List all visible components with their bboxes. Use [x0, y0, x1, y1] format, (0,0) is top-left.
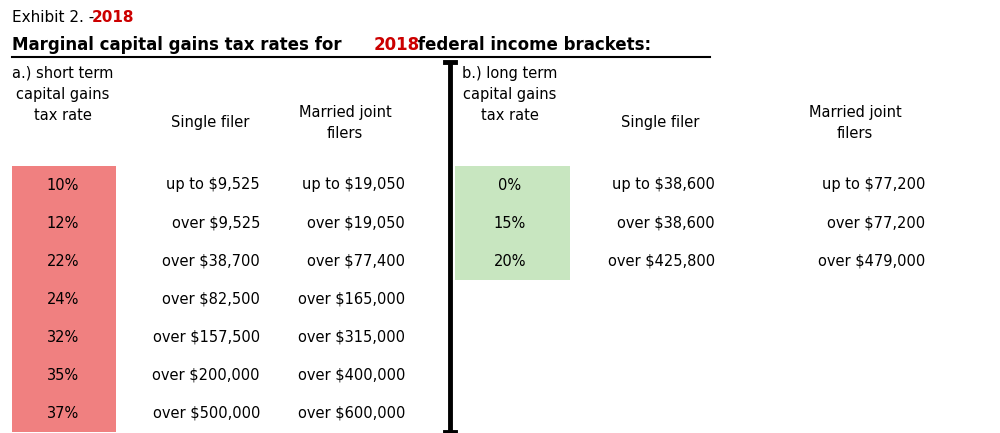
Text: Single filer: Single filer: [621, 116, 699, 130]
Text: over $315,000: over $315,000: [298, 330, 405, 345]
Text: federal income brackets:: federal income brackets:: [412, 36, 651, 54]
Text: 0%: 0%: [498, 178, 522, 193]
Text: 15%: 15%: [494, 216, 526, 230]
Text: 32%: 32%: [47, 330, 79, 345]
Text: 12%: 12%: [47, 216, 79, 230]
Text: over $200,000: over $200,000: [152, 368, 260, 382]
Text: 20%: 20%: [494, 253, 526, 268]
Text: over $77,200: over $77,200: [827, 216, 925, 230]
Text: Married joint
filers: Married joint filers: [809, 105, 901, 141]
Text: Single filer: Single filer: [171, 116, 249, 130]
Text: over $82,500: over $82,500: [162, 291, 260, 307]
Text: over $9,525: over $9,525: [172, 216, 260, 230]
Text: 10%: 10%: [47, 178, 79, 193]
Bar: [12, 166, 116, 432]
Text: over $425,800: over $425,800: [608, 253, 715, 268]
Text: over $600,000: over $600,000: [298, 405, 405, 420]
Text: over $19,050: over $19,050: [307, 216, 405, 230]
Text: up to $19,050: up to $19,050: [302, 178, 405, 193]
Text: over $77,400: over $77,400: [307, 253, 405, 268]
Text: 22%: 22%: [47, 253, 79, 268]
Text: 24%: 24%: [47, 291, 79, 307]
Text: up to $9,525: up to $9,525: [166, 178, 260, 193]
Text: up to $77,200: up to $77,200: [822, 178, 925, 193]
Bar: [455, 166, 570, 280]
Text: over $479,000: over $479,000: [818, 253, 925, 268]
Text: 35%: 35%: [47, 368, 79, 382]
Text: a.) short term
capital gains
tax rate: a.) short term capital gains tax rate: [12, 66, 114, 123]
Text: Married joint
filers: Married joint filers: [299, 105, 391, 141]
Text: Exhibit 2. -: Exhibit 2. -: [12, 10, 99, 26]
Text: over $157,500: over $157,500: [153, 330, 260, 345]
Text: over $165,000: over $165,000: [298, 291, 405, 307]
Text: over $38,700: over $38,700: [162, 253, 260, 268]
Text: over $38,600: over $38,600: [617, 216, 715, 230]
Text: b.) long term
capital gains
tax rate: b.) long term capital gains tax rate: [462, 66, 558, 123]
Text: over $500,000: over $500,000: [153, 405, 260, 420]
Text: up to $38,600: up to $38,600: [612, 178, 715, 193]
Text: 2018: 2018: [92, 10, 134, 26]
Text: Marginal capital gains tax rates for: Marginal capital gains tax rates for: [12, 36, 347, 54]
Text: 2018: 2018: [374, 36, 420, 54]
Text: 37%: 37%: [47, 405, 79, 420]
Text: over $400,000: over $400,000: [298, 368, 405, 382]
